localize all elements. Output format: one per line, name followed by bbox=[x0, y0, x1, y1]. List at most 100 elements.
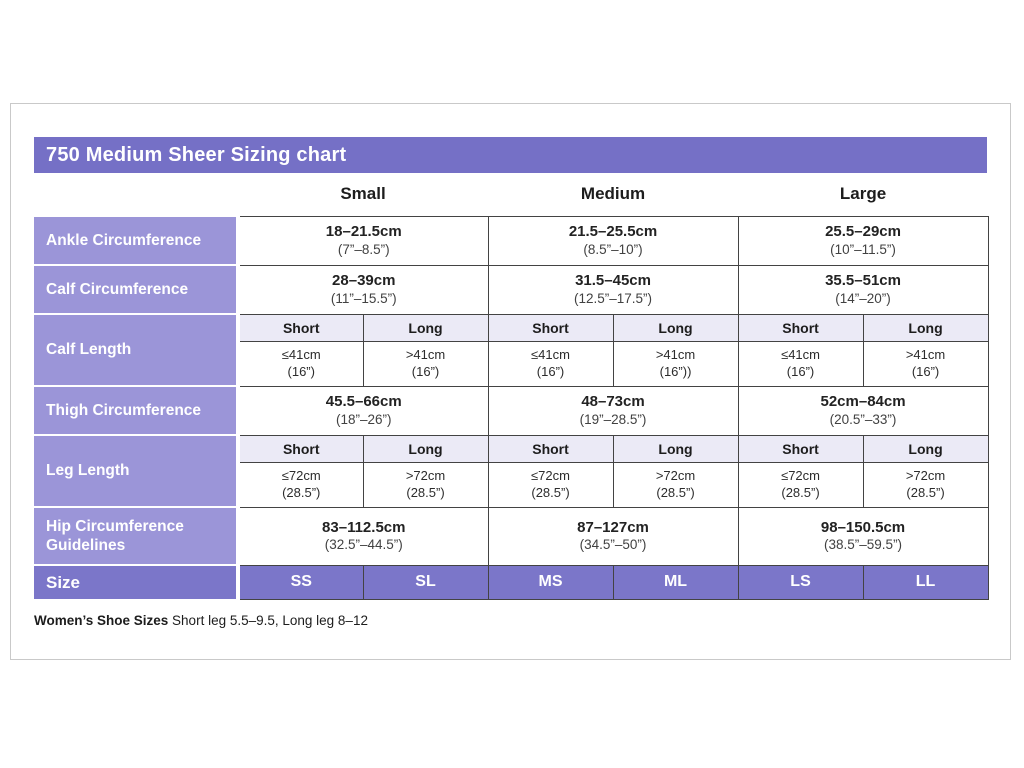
cell-calf-circ-small: 28–39cm (11”–15.5”) bbox=[237, 264, 489, 315]
calf-circ-medium-cm: 31.5–45cm bbox=[575, 272, 651, 290]
cell-leg-length-small-short: ≤72cm (28.5”) bbox=[237, 461, 364, 508]
cell-calf-length-medium-long: >41cm (16”)) bbox=[612, 340, 739, 387]
leg-length-medium-short-inches: (28.5”) bbox=[531, 485, 570, 501]
calf-length-header-medium-long: Long bbox=[612, 313, 739, 342]
calf-length-medium-short-cm: ≤41cm bbox=[531, 347, 570, 363]
calf-circ-small-inches: (11”–15.5”) bbox=[330, 290, 397, 306]
cell-leg-length-large-long: >72cm (28.5”) bbox=[862, 461, 989, 508]
row-label-leg-length: Leg Length bbox=[34, 434, 240, 508]
cell-calf-length-large-long: >41cm (16”) bbox=[862, 340, 989, 387]
calf-length-header-small-long: Long bbox=[362, 313, 489, 342]
cell-calf-circ-medium: 31.5–45cm (12.5”–17.5”) bbox=[487, 264, 739, 315]
calf-length-large-long-cm: >41cm bbox=[905, 347, 946, 363]
leg-length-medium-long-cm: >72cm bbox=[655, 468, 696, 484]
calf-length-small-short-cm: ≤41cm bbox=[281, 347, 321, 363]
row-ankle-circumference: Ankle Circumference 18–21.5cm (7”–8.5”) … bbox=[34, 215, 989, 266]
leg-length-header-medium-short: Short bbox=[487, 434, 614, 463]
leg-length-small-long-cm: >72cm bbox=[405, 468, 446, 484]
calf-circ-large-cm: 35.5–51cm bbox=[825, 272, 901, 290]
leg-length-small-short-cm: ≤72cm bbox=[281, 468, 321, 484]
ankle-medium-inches: (8.5”–10”) bbox=[583, 241, 643, 257]
column-header-medium: Medium bbox=[580, 184, 646, 204]
size-code-ss: SS bbox=[237, 564, 364, 600]
leg-length-header-large-long: Long bbox=[862, 434, 989, 463]
cell-ankle-medium: 21.5–25.5cm (8.5”–10”) bbox=[487, 215, 739, 266]
calf-length-header-small-short: Short bbox=[237, 313, 364, 342]
thigh-small-cm: 45.5–66cm bbox=[325, 393, 402, 411]
hip-large-cm: 98–150.5cm bbox=[820, 518, 906, 536]
cell-hip-small: 83–112.5cm (32.5”–44.5”) bbox=[237, 506, 489, 566]
calf-length-medium-long-cm: >41cm bbox=[655, 347, 696, 363]
row-leg-length-values: ≤72cm (28.5”) >72cm (28.5”) ≤72cm (28.5”… bbox=[34, 461, 989, 508]
cell-leg-length-small-long: >72cm (28.5”) bbox=[362, 461, 489, 508]
page-title: 750 Medium Sheer Sizing chart bbox=[34, 137, 987, 173]
size-code-sl: SL bbox=[362, 564, 489, 600]
row-calf-length-values: ≤41cm (16”) >41cm (16”) ≤41cm (16”) >41c… bbox=[34, 340, 989, 387]
size-code-ms: MS bbox=[487, 564, 614, 600]
calf-length-large-short-cm: ≤41cm bbox=[781, 347, 820, 363]
shoe-sizes-footnote: Women’s Shoe Sizes Short leg 5.5–9.5, Lo… bbox=[34, 613, 987, 628]
calf-length-header-medium-short: Short bbox=[487, 313, 614, 342]
ankle-large-cm: 25.5–29cm bbox=[825, 223, 901, 241]
cell-hip-medium: 87–127cm (34.5”–50”) bbox=[487, 506, 739, 566]
cell-thigh-small: 45.5–66cm (18”–26”) bbox=[237, 385, 489, 436]
column-header-spacer bbox=[34, 173, 238, 216]
calf-circ-large-inches: (14”–20”) bbox=[835, 290, 891, 306]
leg-length-header-small-long: Long bbox=[362, 434, 489, 463]
leg-length-header-large-short: Short bbox=[737, 434, 864, 463]
ankle-large-inches: (10”–11.5”) bbox=[830, 241, 896, 257]
hip-large-inches: (38.5”–59.5”) bbox=[824, 537, 903, 553]
row-label-calf-circumference: Calf Circumference bbox=[34, 264, 240, 315]
cell-thigh-large: 52cm–84cm (20.5”–33”) bbox=[737, 385, 989, 436]
sizing-chart-page: 750 Medium Sheer Sizing chart Small Medi… bbox=[10, 103, 1011, 660]
shoe-sizes-footnote-title: Women’s Shoe Sizes bbox=[34, 612, 169, 628]
thigh-large-inches: (20.5”–33”) bbox=[829, 411, 897, 427]
hip-small-cm: 83–112.5cm bbox=[322, 518, 406, 536]
leg-length-small-long-inches: (28.5”) bbox=[406, 485, 445, 501]
leg-length-small-short-inches: (28.5”) bbox=[282, 485, 321, 501]
leg-length-large-long-cm: >72cm bbox=[905, 468, 946, 484]
thigh-medium-cm: 48–73cm bbox=[581, 393, 645, 411]
calf-circ-medium-inches: (12.5”–17.5”) bbox=[574, 290, 653, 306]
thigh-large-cm: 52cm–84cm bbox=[820, 393, 906, 411]
calf-length-header-large-long: Long bbox=[862, 313, 989, 342]
leg-length-medium-long-inches: (28.5”) bbox=[656, 485, 695, 501]
cell-ankle-large: 25.5–29cm (10”–11.5”) bbox=[737, 215, 989, 266]
row-thigh-circumference: Thigh Circumference 45.5–66cm (18”–26”) … bbox=[34, 385, 989, 436]
row-label-ankle-circumference: Ankle Circumference bbox=[34, 215, 240, 266]
shoe-sizes-footnote-text: Short leg 5.5–9.5, Long leg 8–12 bbox=[168, 612, 368, 628]
calf-circ-small-cm: 28–39cm bbox=[332, 272, 396, 290]
cell-hip-large: 98–150.5cm (38.5”–59.5”) bbox=[737, 506, 989, 566]
ankle-small-inches: (7”–8.5”) bbox=[337, 241, 390, 257]
cell-calf-length-medium-short: ≤41cm (16”) bbox=[487, 340, 614, 387]
row-size: Size SS SL MS ML LS LL bbox=[34, 564, 989, 600]
thigh-medium-inches: (19”–28.5”) bbox=[579, 411, 647, 427]
hip-medium-cm: 87–127cm bbox=[577, 518, 649, 536]
cell-calf-length-large-short: ≤41cm (16”) bbox=[737, 340, 864, 387]
row-label-thigh-circumference: Thigh Circumference bbox=[34, 385, 240, 436]
leg-length-large-short-inches: (28.5”) bbox=[781, 485, 820, 501]
hip-small-inches: (32.5”–44.5”) bbox=[324, 537, 403, 553]
size-code-ll: LL bbox=[862, 564, 989, 600]
row-hip-circumference: Hip Circumference Guidelines 83–112.5cm … bbox=[34, 506, 989, 566]
ankle-medium-cm: 21.5–25.5cm bbox=[568, 223, 658, 241]
cell-ankle-small: 18–21.5cm (7”–8.5”) bbox=[237, 215, 489, 266]
row-calf-circumference: Calf Circumference 28–39cm (11”–15.5”) 3… bbox=[34, 264, 989, 315]
cell-leg-length-medium-long: >72cm (28.5”) bbox=[612, 461, 739, 508]
cell-calf-length-small-short: ≤41cm (16”) bbox=[237, 340, 364, 387]
row-calf-length-subheader: Calf Length Short Long Short Long Short … bbox=[34, 313, 989, 387]
row-label-calf-length: Calf Length bbox=[34, 313, 240, 387]
calf-length-large-long-inches: (16”) bbox=[911, 364, 940, 380]
calf-length-small-short-inches: (16”) bbox=[287, 364, 315, 380]
cell-leg-length-medium-short: ≤72cm (28.5”) bbox=[487, 461, 614, 508]
cell-thigh-medium: 48–73cm (19”–28.5”) bbox=[487, 385, 739, 436]
thigh-small-inches: (18”–26”) bbox=[335, 411, 392, 427]
leg-length-large-long-inches: (28.5”) bbox=[906, 485, 945, 501]
sizing-table: Small Medium Large Ankle Circumference 1… bbox=[34, 173, 989, 600]
calf-length-small-long-cm: >41cm bbox=[405, 347, 446, 363]
ankle-small-cm: 18–21.5cm bbox=[325, 223, 402, 241]
row-label-hip-circumference: Hip Circumference Guidelines bbox=[34, 506, 240, 566]
leg-length-medium-short-cm: ≤72cm bbox=[531, 468, 570, 484]
calf-length-medium-long-inches: (16”)) bbox=[659, 364, 692, 380]
row-label-size: Size bbox=[34, 564, 240, 599]
